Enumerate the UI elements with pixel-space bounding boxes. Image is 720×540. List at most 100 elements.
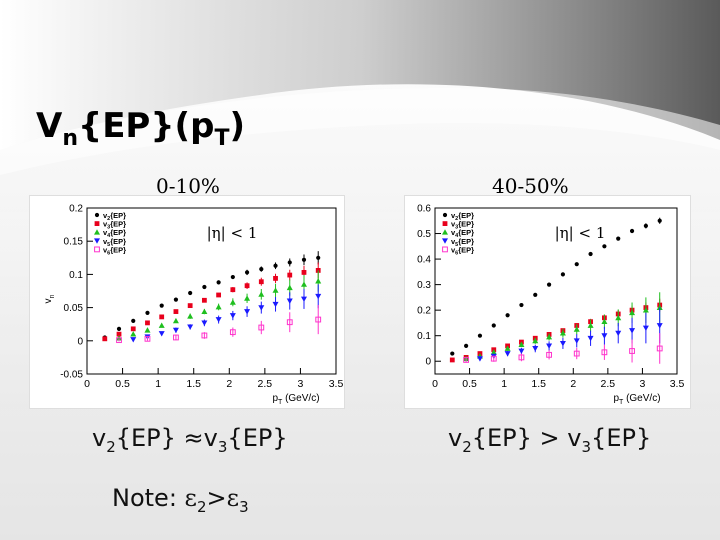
data-point <box>464 343 469 349</box>
data-point <box>656 323 663 329</box>
legend-marker <box>442 212 448 218</box>
data-point <box>629 348 635 354</box>
legend-label-tail: {EP} <box>110 211 126 220</box>
data-point <box>504 351 511 357</box>
legend-label: v4{EP} <box>451 228 474 239</box>
data-point <box>601 318 608 325</box>
legend-label-sub: 2 <box>107 216 110 222</box>
data-point <box>258 279 264 285</box>
data-point <box>187 313 194 319</box>
legend-label: v4{EP} <box>103 228 126 239</box>
legend-label-tail: {EP} <box>458 237 474 246</box>
data-point <box>286 298 293 304</box>
title-sub: n <box>62 126 78 151</box>
data-point <box>229 313 236 319</box>
legend-label: v5{EP} <box>451 237 474 248</box>
data-point <box>201 332 208 339</box>
x-axis-label-sub: T <box>619 399 624 406</box>
note-eps-2: ε <box>226 484 240 512</box>
data-point <box>546 343 553 349</box>
data-point <box>159 303 164 308</box>
note-sub-2: 3 <box>239 498 249 516</box>
legend: v2{EP}v3{EP}v4{EP}v5{EP}v6{EP} <box>94 211 126 256</box>
data-point <box>656 345 663 352</box>
legend-label: v2{EP} <box>451 211 474 222</box>
data-point <box>519 302 524 308</box>
data-point <box>145 320 150 326</box>
series-v2ep <box>102 251 321 340</box>
data-point <box>642 325 649 332</box>
y-tick-label: 0.2 <box>69 204 83 215</box>
x-axis-label-sub: T <box>278 399 283 406</box>
note-sub-1: 2 <box>196 498 207 516</box>
data-point <box>116 326 122 331</box>
data-point <box>215 317 222 323</box>
y-axis-label: vn <box>43 294 56 303</box>
data-point <box>601 349 608 356</box>
plot-right: 00.10.20.30.40.50.600.511.522.533.5vnpT … <box>417 204 684 407</box>
y-tick-label: 0.4 <box>417 255 431 266</box>
data-point <box>258 324 265 331</box>
data-point <box>629 328 636 334</box>
x-tick-label: 0.5 <box>115 378 130 390</box>
data-point <box>173 297 179 302</box>
legend-label-tail: {EP} <box>458 245 474 254</box>
data-point <box>130 326 136 332</box>
legend-marker <box>442 246 448 253</box>
plot-left-frame: -0.05 0 0.05 0.1 0.15 0.2 0 0.5 1 1.5 2 2.5 3 3.5 vn pT… <box>30 196 344 408</box>
x-tick-label: 1 <box>155 378 161 390</box>
legend-label-sub: 5 <box>455 242 458 248</box>
series-v4ep <box>116 270 322 341</box>
data-point <box>490 355 497 362</box>
series-v6ep <box>116 304 322 344</box>
data-point <box>476 356 483 362</box>
data-point <box>560 272 566 277</box>
series-v6ep <box>463 333 663 364</box>
legend-label-tail: {EP} <box>458 228 474 237</box>
series-v5ep <box>476 307 663 362</box>
data-point <box>102 336 108 342</box>
comparison-left: v2{EP} ≈v3{EP} <box>92 424 288 456</box>
legend-label-tail: {EP} <box>110 245 126 254</box>
cmp-right-end: {EP} <box>591 424 652 452</box>
data-point <box>518 348 525 355</box>
data-point <box>316 255 321 260</box>
data-point <box>559 340 566 347</box>
plot-right-frame: 00.10.20.30.40.50.600.511.522.533.5vnpT … <box>405 196 690 408</box>
note-gt: > <box>206 484 227 512</box>
data-point <box>573 326 580 332</box>
x-tick-label: 2.5 <box>601 378 616 390</box>
data-point <box>615 314 622 321</box>
data-point <box>505 313 510 318</box>
data-point <box>187 303 193 309</box>
data-point <box>615 330 622 337</box>
x-tick-label: 0.5 <box>462 378 477 390</box>
x-tick-label: 3.5 <box>329 378 344 390</box>
y-tick-label: 0.1 <box>417 331 431 342</box>
data-point <box>201 308 208 314</box>
data-point <box>188 290 193 296</box>
legend-label-sub: 3 <box>107 225 110 231</box>
data-point <box>546 351 552 358</box>
title-sub-t: T <box>214 126 230 151</box>
x-tick-label: 0 <box>432 378 438 390</box>
data-point <box>301 257 307 262</box>
y-tick-label: 0.1 <box>69 270 83 281</box>
legend-label: v2{EP} <box>103 211 126 222</box>
y-tick-label: 0.6 <box>417 204 431 215</box>
x-axis-label-unit: (GeV/c) <box>623 393 660 404</box>
x-axis-label: pT (GeV/c) <box>613 393 660 406</box>
x-tick-label: 3 <box>298 378 304 390</box>
data-point <box>573 338 580 344</box>
data-point <box>656 304 663 310</box>
data-point <box>173 334 179 341</box>
legend-label: v5{EP} <box>103 237 126 248</box>
legend-label-tail: {EP} <box>458 211 474 220</box>
series-v3ep <box>449 298 663 363</box>
data-point <box>504 345 511 351</box>
note-text: Note: ε2>ε3 <box>112 484 249 516</box>
data-point <box>158 322 165 328</box>
data-point <box>642 307 649 313</box>
eta-annotation: |η| < 1 <box>555 224 606 242</box>
